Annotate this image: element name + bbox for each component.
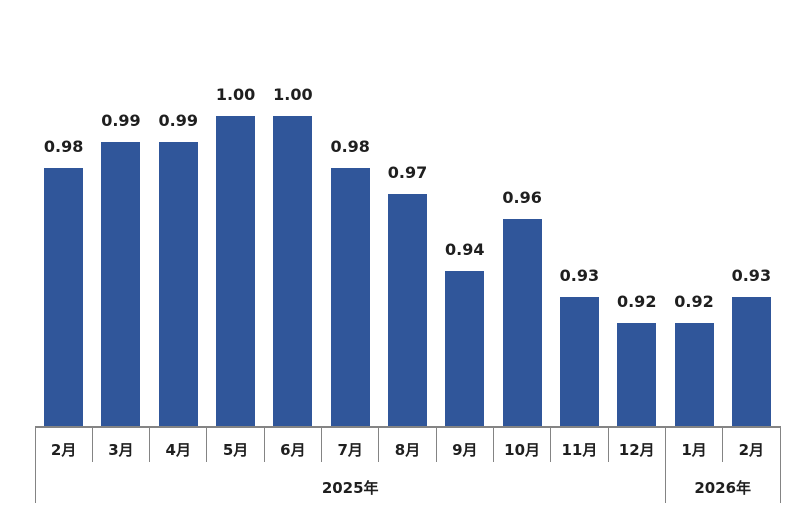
x-axis-tick [492, 426, 494, 462]
bar [44, 167, 84, 426]
data-label: 0.94 [445, 240, 485, 259]
data-label: 0.97 [387, 162, 428, 182]
x-axis-group-separator [664, 426, 666, 503]
x-axis-year-label: 2026年 [694, 479, 752, 497]
data-label: 1.00 [273, 85, 313, 104]
data-label: 0.98 [43, 136, 84, 156]
x-axis-month-label: 6月 [280, 441, 306, 459]
bar [273, 116, 313, 426]
x-axis-year-label: 2025年 [321, 479, 379, 497]
x-axis-tick [149, 426, 151, 462]
x-axis-month-label: 1月 [681, 441, 707, 459]
data-label: 0.98 [330, 136, 370, 156]
x-axis-tick [91, 426, 93, 462]
bar [617, 322, 657, 426]
bar [330, 167, 370, 426]
data-label: 0.96 [502, 188, 542, 208]
x-axis-month-label: 9月 [452, 441, 478, 459]
data-label: 0.92 [674, 291, 714, 311]
x-axis-group-separator [34, 426, 36, 503]
x-axis-tick [722, 426, 724, 462]
x-axis-month-label: 11月 [561, 441, 598, 459]
data-label: 0.92 [616, 291, 657, 311]
x-axis-month-label: 7月 [337, 441, 363, 459]
x-axis-month-label: 10月 [504, 441, 541, 459]
data-label: 0.99 [158, 110, 198, 130]
bar [101, 141, 141, 426]
x-axis-month-label: 3月 [108, 441, 134, 459]
x-axis-month-label: 2月 [50, 441, 77, 459]
x-axis-group-separator [779, 426, 781, 503]
x-axis-tick [607, 426, 609, 462]
data-label: 0.99 [101, 110, 141, 130]
bar [502, 219, 542, 426]
x-axis-tick [321, 426, 323, 462]
x-axis-tick [550, 426, 552, 462]
x-axis-tick [206, 426, 208, 462]
bar [674, 322, 714, 426]
data-label: 1.00 [215, 85, 256, 104]
x-axis-month-label: 2月 [738, 441, 765, 459]
bar [731, 296, 771, 426]
x-axis-month-label: 8月 [394, 441, 421, 459]
bar [388, 193, 427, 426]
x-axis-line [35, 426, 780, 428]
x-axis-tick [378, 426, 380, 462]
data-label: 0.93 [559, 265, 600, 285]
bar [158, 141, 198, 426]
bar [445, 271, 485, 426]
bar [559, 296, 599, 426]
bar [216, 116, 256, 426]
x-axis-tick [435, 426, 437, 462]
x-axis-tick [263, 426, 265, 462]
x-axis-month-label: 5月 [222, 441, 249, 459]
x-axis-month-label: 12月 [618, 441, 655, 459]
data-label: 0.93 [731, 265, 772, 285]
x-axis-month-label: 4月 [165, 441, 191, 459]
